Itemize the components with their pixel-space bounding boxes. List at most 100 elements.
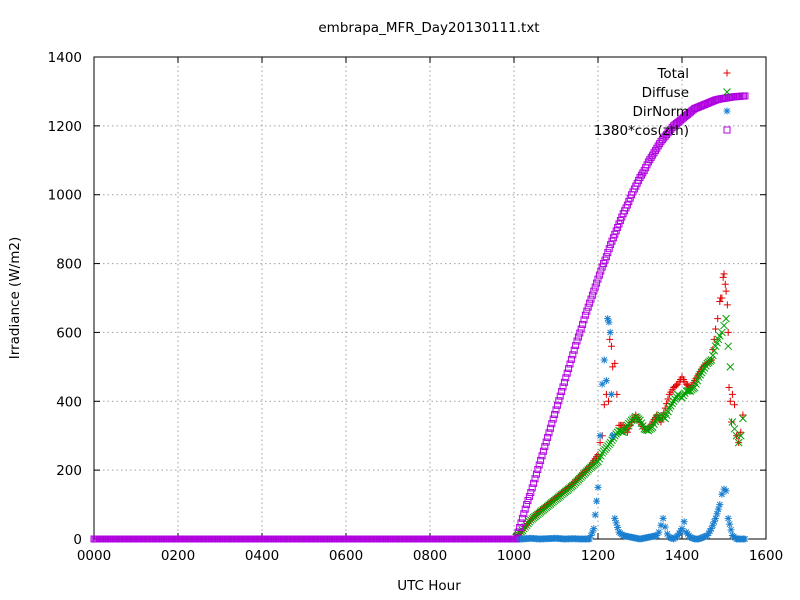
data-point	[730, 424, 739, 433]
y-tick-labels: 0 200 400 600 800 1000 1200 1400	[48, 50, 82, 548]
data-point	[548, 420, 556, 428]
data-point	[586, 535, 594, 543]
data-point	[722, 287, 730, 295]
data-point	[560, 378, 568, 386]
y-tick-label: 200	[56, 463, 82, 479]
data-point-fill	[706, 527, 714, 535]
data-point	[707, 525, 715, 533]
data-point-fill	[595, 271, 603, 279]
data-point-fill	[708, 351, 717, 360]
data-point	[600, 356, 608, 364]
data-point-fill	[664, 395, 672, 403]
legend-marker	[723, 126, 731, 134]
data-point-fill	[553, 401, 561, 409]
data-point-fill	[671, 395, 679, 403]
data-point	[731, 401, 738, 409]
data-point	[590, 287, 598, 295]
data-point-fill	[726, 520, 734, 528]
data-point	[728, 418, 736, 426]
data-point	[657, 521, 665, 529]
data-point	[586, 299, 594, 307]
data-point-fill	[702, 532, 710, 540]
data-point	[619, 428, 628, 437]
data-point	[699, 533, 707, 541]
data-point	[531, 475, 539, 483]
data-point	[663, 530, 671, 538]
data-point	[678, 393, 686, 402]
data-point-fill	[517, 519, 525, 527]
data-point-fill	[583, 307, 591, 315]
legend-label: 1380*cos(zth)	[594, 123, 689, 139]
data-point	[739, 411, 747, 419]
data-point	[714, 315, 722, 323]
data-point	[594, 275, 602, 283]
data-point	[703, 532, 711, 540]
data-point-fill	[643, 426, 651, 434]
data-point	[577, 325, 585, 333]
data-point-fill	[593, 279, 601, 287]
x-tick-label: 0400	[245, 548, 279, 564]
x-tick-label: 1400	[665, 548, 699, 564]
data-point	[724, 328, 732, 336]
x-tick-label: 1600	[749, 548, 783, 564]
data-point-fill	[710, 518, 718, 526]
x-tick-labels: 0000 0200 0400 0600 0800 1000 1200 1400 1600	[77, 548, 783, 564]
y-tick-label: 0	[73, 532, 82, 548]
data-point-fill	[591, 511, 599, 519]
data-series	[90, 92, 749, 543]
chart-title: embrapa_MFR_Day20130111.txt	[318, 20, 539, 36]
data-point	[523, 501, 531, 509]
data-point-fill	[685, 387, 693, 395]
data-point	[600, 401, 608, 409]
data-point-fill	[698, 534, 706, 542]
data-point-fill	[572, 342, 580, 350]
data-point-fill	[667, 534, 675, 542]
legend-label: Diffuse	[642, 85, 689, 101]
data-point-fill	[668, 399, 677, 408]
y-tick-label: 1400	[48, 50, 82, 66]
data-point-fill	[567, 355, 575, 363]
data-point-fill	[620, 426, 629, 434]
data-point	[715, 332, 724, 340]
data-point-fill	[614, 524, 622, 532]
data-point	[518, 514, 526, 522]
legend: Total Diffuse DirNorm 1380*cos(zth)	[594, 66, 731, 139]
data-point-fill	[668, 534, 676, 542]
data-point	[726, 397, 734, 405]
data-point-fill	[597, 267, 605, 275]
data-point	[602, 377, 610, 385]
x-tick-label: 0000	[77, 548, 111, 564]
data-point	[728, 390, 736, 398]
data-point	[680, 518, 688, 526]
data-point-fill	[612, 519, 620, 527]
data-point	[736, 431, 745, 440]
data-point	[606, 328, 614, 336]
data-point-fill	[537, 456, 545, 464]
data-point	[655, 528, 663, 536]
data-point-fill	[696, 371, 705, 379]
y-tick-label: 600	[56, 325, 82, 341]
data-point	[514, 528, 522, 536]
data-point	[590, 525, 598, 533]
data-point-fill	[538, 452, 546, 460]
data-point	[726, 363, 735, 371]
data-point	[665, 404, 674, 413]
series-3	[90, 92, 749, 543]
series-2	[512, 315, 749, 543]
data-point-fill	[622, 423, 630, 432]
data-point	[741, 92, 749, 100]
data-point	[607, 342, 615, 350]
legend-label: Total	[656, 66, 689, 82]
data-point	[596, 439, 604, 447]
data-point	[606, 335, 614, 343]
data-point-fill	[588, 528, 596, 536]
data-point-fill	[563, 369, 571, 377]
data-point-fill	[525, 493, 533, 501]
data-point-fill	[542, 438, 550, 446]
series-1	[512, 314, 747, 542]
data-point-fill	[546, 424, 554, 432]
data-point-fill	[675, 529, 683, 537]
data-point	[723, 301, 731, 309]
data-point	[598, 380, 606, 388]
